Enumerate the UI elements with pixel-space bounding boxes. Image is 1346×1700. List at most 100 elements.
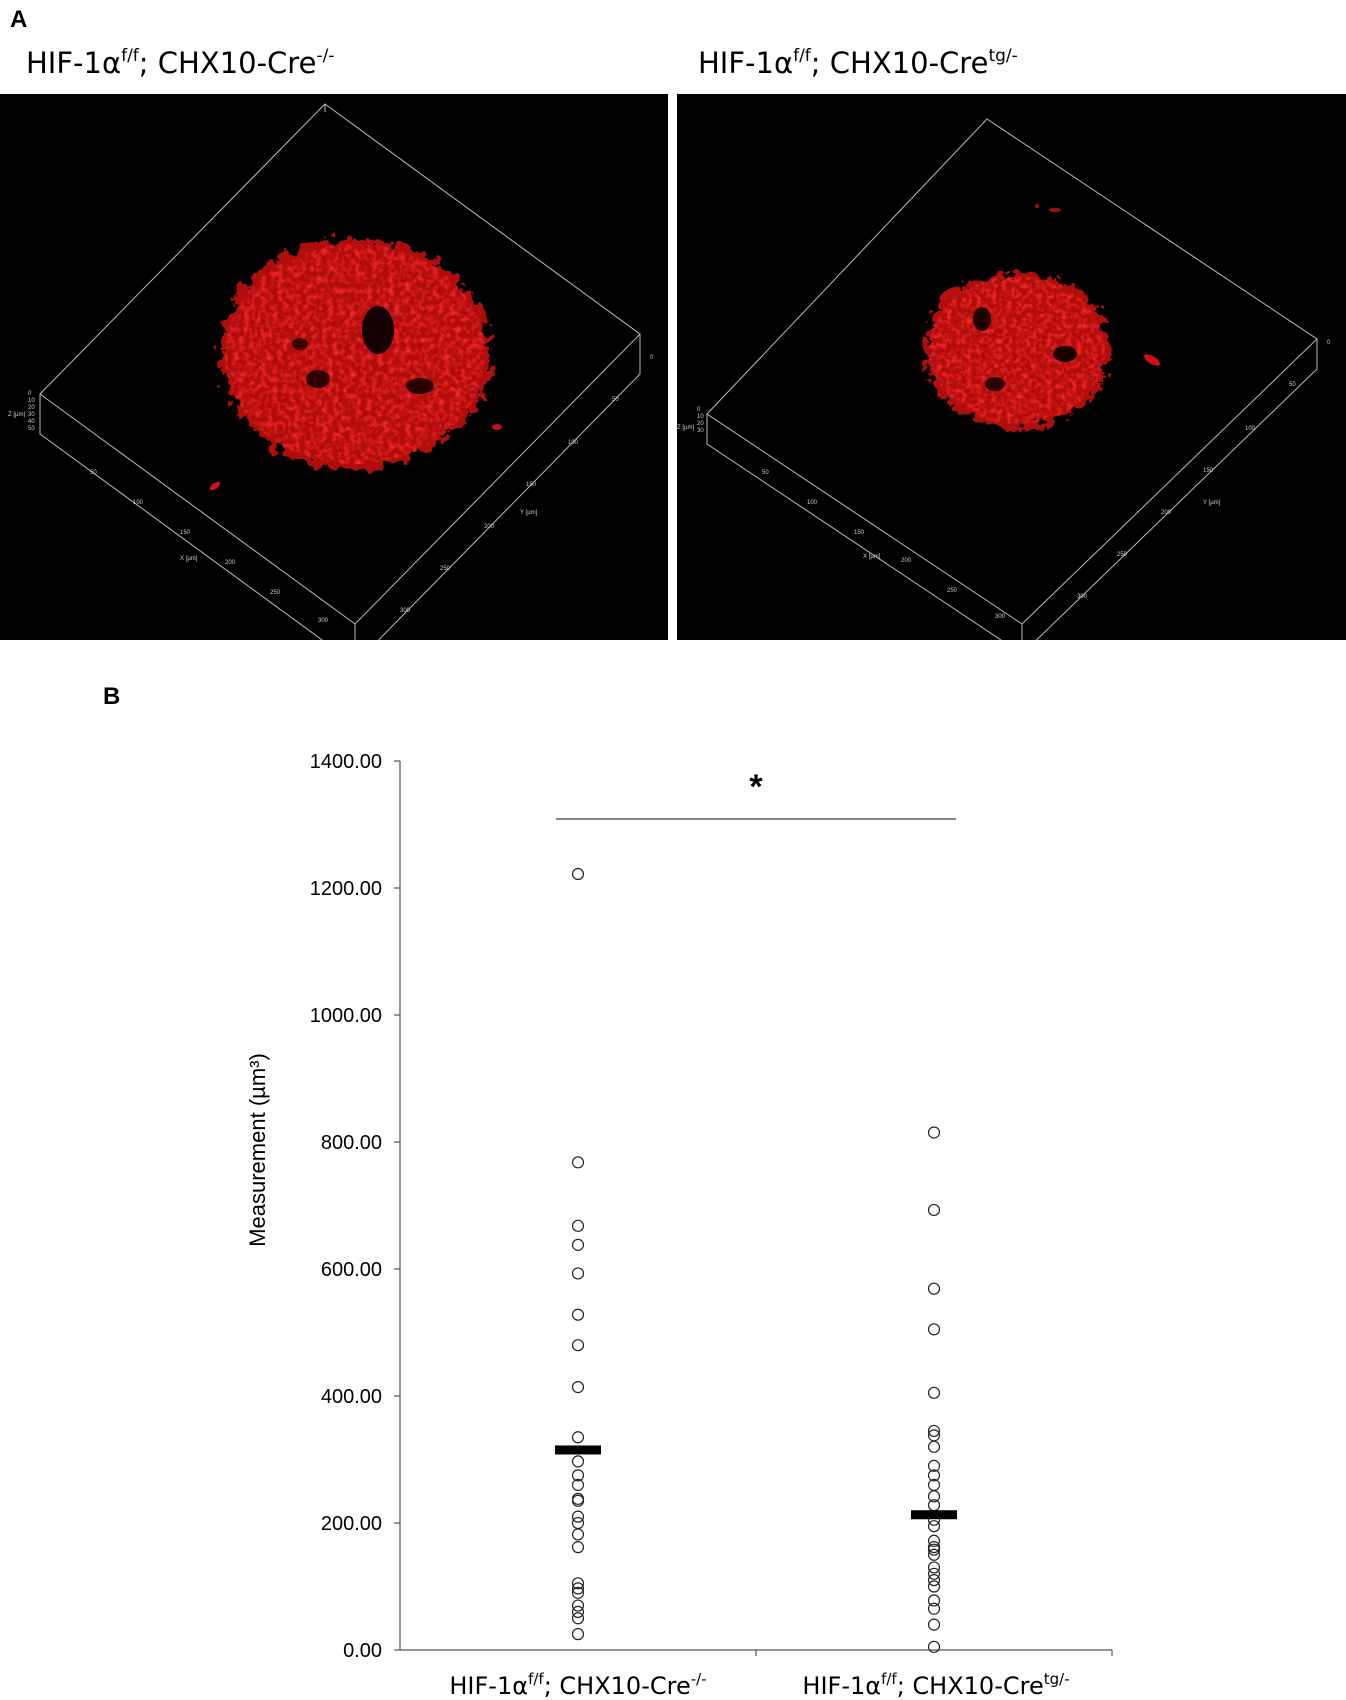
y-ticks: 0.00 200.00 400.00 600.00 800.00 1000.00 1200.…: [310, 751, 400, 1662]
data-points: [571, 867, 941, 1653]
x-tick-left-4: 250: [270, 590, 281, 596]
data-point: [571, 1219, 585, 1232]
significance-star: *: [749, 768, 763, 806]
data-point: [927, 1602, 941, 1615]
x-axis-label-right: X [µm]: [863, 554, 881, 560]
data-point: [571, 1431, 585, 1444]
data-point: [927, 1561, 941, 1574]
y-tick-label: 1000.00: [310, 1005, 382, 1027]
data-point: [571, 1605, 585, 1619]
tissue-right: [924, 204, 1161, 428]
data-point: [571, 1628, 585, 1641]
data-point: [571, 1541, 585, 1554]
x-category-0-sup1: f/f: [528, 1670, 544, 1688]
data-point: [927, 1469, 941, 1482]
x-tick-right-5: 300: [995, 614, 1006, 620]
data-point: [571, 1455, 585, 1468]
chart-axes: [399, 761, 1113, 1656]
image-title-left-mid: ; CHX10-Cre: [138, 46, 317, 80]
y-axis-title: Measurement (µm³): [245, 1053, 270, 1247]
data-point: [927, 1386, 941, 1399]
image-title-right-main: HIF-1α: [698, 46, 794, 80]
data-point: [927, 1126, 941, 1139]
image-title-left-main: HIF-1α: [26, 46, 122, 80]
data-point: [927, 1640, 941, 1653]
data-point: [571, 1308, 585, 1321]
z-tick-left-4: 40: [28, 419, 35, 425]
data-point: [571, 1494, 585, 1507]
panel-label-a: A: [10, 6, 28, 33]
y-tick-left-3: 150: [526, 482, 537, 488]
y-tick-label: 1200.00: [310, 878, 382, 900]
x-axis-label-left: X [µm]: [180, 556, 198, 562]
y-axis-label-right: Y [µm]: [1203, 500, 1221, 506]
micrograph-left-svg: 50 100 150 200 250 300 X [µm] 0 50 100 1…: [8, 103, 654, 640]
image-title-right-mid: ; CHX10-Cre: [810, 46, 989, 80]
x-tick-left-1: 100: [133, 500, 144, 506]
y-tick-right-4: 200: [1161, 510, 1172, 516]
y-tick-right-2: 100: [1245, 426, 1256, 432]
tissue-left: [209, 239, 502, 491]
data-point: [927, 1534, 941, 1547]
data-point: [571, 1528, 585, 1541]
z-tick-right-1: 10: [697, 414, 704, 420]
y-tick-right-6: 300: [1077, 594, 1088, 600]
data-point: [927, 1424, 941, 1438]
y-tick-right-3: 150: [1203, 468, 1214, 474]
data-point: [927, 1567, 941, 1580]
mean-bars: [555, 1445, 957, 1520]
x-category-0-sup2: -/-: [691, 1670, 707, 1688]
y-tick-label: 600.00: [321, 1259, 382, 1281]
y-tick-label: 1400.00: [310, 751, 382, 773]
image-title-right-sup1: f/f: [793, 46, 811, 66]
x-tick-right-0: 50: [762, 470, 769, 476]
y-tick-right-1: 50: [1289, 382, 1296, 388]
data-point: [927, 1594, 941, 1607]
data-point: [927, 1543, 941, 1556]
z-axis-label-left: Z [µm]: [8, 412, 25, 418]
scatter-chart: 0.00 200.00 400.00 600.00 800.00 1000.00 1200.…: [245, 751, 1113, 1700]
x-tick-right-3: 200: [901, 558, 912, 564]
y-tick-left-6: 300: [400, 608, 411, 614]
x-tick-right-1: 100: [807, 500, 818, 506]
micrograph-right: 50 100 150 200 250 300 X [µm] 0 50 100 1…: [677, 94, 1346, 640]
x-tick-left-0: 50: [90, 470, 97, 476]
mean-bar: [911, 1510, 957, 1520]
data-point: [571, 1238, 585, 1251]
data-point: [571, 1478, 585, 1492]
image-title-right: HIF-1αf/f; CHX10-Cretg/-: [698, 46, 1018, 80]
data-point: [927, 1618, 941, 1631]
y-tick-left-5: 250: [440, 566, 451, 572]
z-tick-left-5: 50: [28, 426, 35, 432]
bounding-box-left: [39, 103, 641, 640]
z-tick-right-2: 20: [697, 421, 704, 427]
axis-ticks-left: 50 100 150 200 250 300 X [µm] 0 50 100 1…: [8, 355, 654, 624]
data-point: [927, 1459, 941, 1472]
micrograph-right-svg: 50 100 150 200 250 300 X [µm] 0 50 100 1…: [677, 118, 1331, 640]
x-tick-right-2: 150: [854, 530, 865, 536]
data-point: [927, 1580, 941, 1593]
y-tick-label: 800.00: [321, 1132, 382, 1154]
image-title-left-sup2: -/-: [316, 46, 335, 66]
y-tick-left-0: 0: [650, 355, 654, 361]
z-tick-right-0: 0: [697, 407, 701, 413]
x-category-1-sup1: f/f: [881, 1670, 897, 1688]
z-axis-label-right: Z [µm]: [677, 425, 694, 431]
y-tick-label: 200.00: [321, 1513, 382, 1535]
data-point: [571, 1577, 585, 1590]
x-tick-right-4: 250: [947, 588, 958, 594]
z-tick-left-0: 0: [28, 391, 32, 397]
data-point: [571, 1339, 585, 1352]
x-tick-left-5: 300: [318, 618, 329, 624]
y-tick-label: 0.00: [343, 1640, 382, 1662]
z-tick-left-2: 20: [28, 405, 35, 411]
x-category-0-main: HIF-1α: [449, 1672, 528, 1700]
z-tick-left-1: 10: [28, 398, 35, 404]
y-tick-left-1: 50: [612, 397, 619, 403]
y-axis-label-left: Y [µm]: [520, 510, 538, 516]
x-category-0: HIF-1αf/f; CHX10-Cre-/-: [449, 1670, 706, 1700]
data-point: [927, 1574, 941, 1587]
x-category-1-main: HIF-1α: [802, 1672, 881, 1700]
y-tick-right-0: 0: [1327, 340, 1331, 346]
image-title-right-sup2: tg/-: [988, 46, 1018, 66]
